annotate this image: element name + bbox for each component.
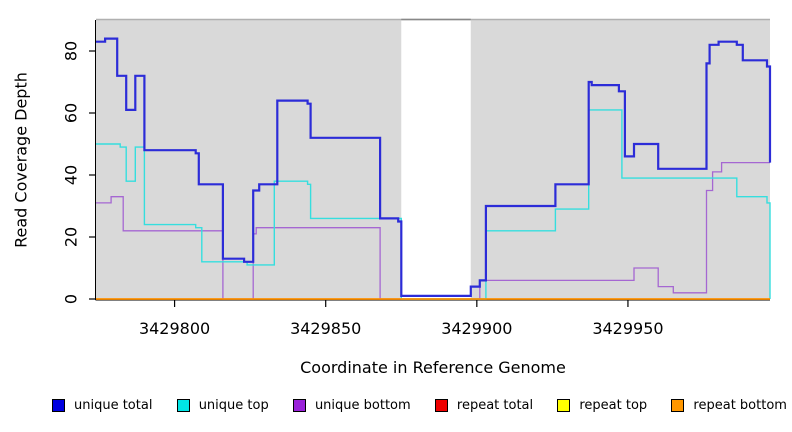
missing-data-gap — [401, 20, 471, 299]
legend-label: repeat total — [456, 398, 534, 413]
y-axis-tick-label: 20 — [62, 227, 81, 247]
legend-item-unique-bottom: unique bottom — [292, 398, 411, 413]
x-axis-tick-label: 3429850 — [290, 319, 361, 338]
x-axis-tick-label: 3429950 — [592, 319, 663, 338]
legend-label: unique total — [74, 398, 153, 413]
legend-item-repeat-total: repeat total — [434, 398, 534, 413]
legend-item-unique-top: unique top — [176, 398, 269, 413]
legend-label: unique bottom — [314, 398, 411, 413]
legend-swatch-unique-total — [52, 399, 65, 412]
legend-item-repeat-top: repeat top — [557, 398, 647, 413]
legend-item-unique-total: unique total — [52, 398, 152, 413]
legend-swatch-repeat-top — [557, 399, 571, 412]
y-axis-tick-label: 80 — [62, 41, 81, 61]
x-axis-tick-label: 3429900 — [441, 319, 512, 338]
legend: unique total unique top unique bottom repea… — [52, 398, 787, 413]
series-line-unique-bottom — [96, 161, 770, 300]
legend-item-repeat-bottom: repeat bottom — [671, 398, 787, 413]
legend-label: repeat top — [579, 398, 648, 413]
coverage-plot: 0 20 40 60 80 3429800 3429850 3429900 3429950 — [62, 18, 772, 338]
legend-label: repeat bottom — [693, 398, 787, 413]
series-line-unique-top — [96, 109, 771, 300]
y-axis-title: Read Coverage Depth — [11, 72, 31, 248]
x-axis-tick-label: 3429800 — [139, 319, 210, 338]
legend-swatch-repeat-total — [434, 399, 448, 412]
x-axis-title: Coordinate in Reference Genome — [300, 358, 566, 377]
y-axis-tick-label: 0 — [62, 294, 81, 304]
legend-label: unique top — [198, 398, 269, 413]
y-axis-tick-label: 60 — [62, 103, 81, 123]
legend-swatch-unique-bottom — [292, 399, 306, 412]
legend-swatch-repeat-bottom — [671, 399, 685, 412]
legend-swatch-unique-top — [176, 399, 190, 412]
y-axis-tick-label: 40 — [62, 165, 81, 185]
series-line-unique-total — [96, 37, 772, 297]
